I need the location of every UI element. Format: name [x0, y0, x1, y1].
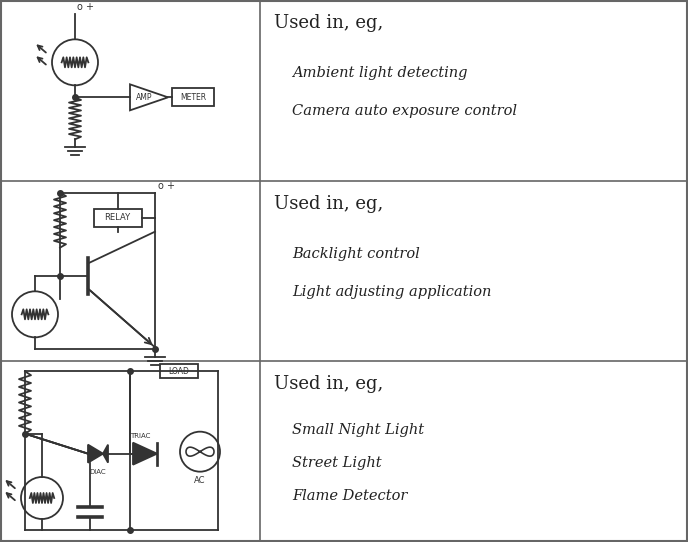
- Text: RELAY: RELAY: [105, 213, 131, 222]
- Text: Ambient light detecting: Ambient light detecting: [292, 66, 468, 80]
- Text: Light adjusting application: Light adjusting application: [292, 285, 491, 299]
- Text: LOAD: LOAD: [169, 367, 189, 376]
- Polygon shape: [88, 444, 103, 463]
- Text: AC: AC: [194, 476, 206, 485]
- Bar: [94, 209, 142, 227]
- Bar: [172, 88, 214, 106]
- Text: TRIAC: TRIAC: [130, 433, 150, 438]
- Text: Street Light: Street Light: [292, 456, 382, 470]
- Text: Flame Detector: Flame Detector: [292, 489, 407, 504]
- Text: Used in, eg,: Used in, eg,: [274, 14, 383, 32]
- Text: Used in, eg,: Used in, eg,: [274, 195, 383, 212]
- Text: o +: o +: [158, 180, 175, 191]
- Text: o +: o +: [77, 2, 94, 12]
- Polygon shape: [103, 444, 108, 463]
- Text: Camera auto exposure control: Camera auto exposure control: [292, 104, 517, 118]
- Text: Small Night Light: Small Night Light: [292, 423, 424, 437]
- Polygon shape: [133, 443, 157, 464]
- Bar: [160, 364, 198, 378]
- Text: DIAC: DIAC: [89, 469, 107, 475]
- Text: Used in, eg,: Used in, eg,: [274, 375, 383, 393]
- Text: METER: METER: [180, 93, 206, 102]
- Text: AMP: AMP: [136, 93, 153, 102]
- Text: Backlight control: Backlight control: [292, 247, 420, 261]
